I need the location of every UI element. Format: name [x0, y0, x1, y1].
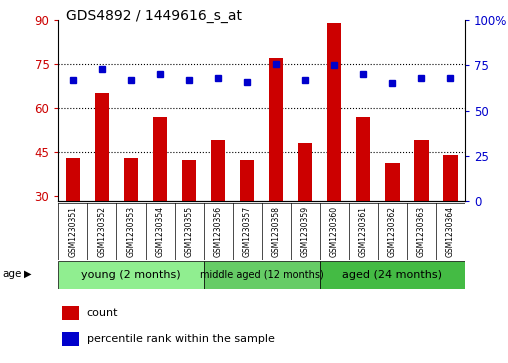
Bar — [153, 117, 167, 201]
Text: GSM1230360: GSM1230360 — [330, 206, 339, 257]
Bar — [385, 163, 399, 201]
Bar — [94, 93, 109, 201]
Text: aged (24 months): aged (24 months) — [342, 270, 442, 280]
Bar — [124, 158, 138, 201]
Text: GSM1230351: GSM1230351 — [69, 206, 77, 257]
Bar — [62, 332, 79, 346]
Text: GSM1230353: GSM1230353 — [126, 206, 136, 257]
Bar — [240, 160, 255, 201]
Text: GSM1230355: GSM1230355 — [184, 206, 194, 257]
Text: GSM1230352: GSM1230352 — [98, 206, 107, 257]
Text: ▶: ▶ — [24, 269, 32, 279]
Bar — [66, 158, 80, 201]
Text: GSM1230362: GSM1230362 — [388, 206, 397, 257]
Bar — [62, 306, 79, 320]
Text: GSM1230364: GSM1230364 — [446, 206, 455, 257]
Bar — [58, 261, 204, 289]
Bar — [204, 261, 320, 289]
Bar — [182, 160, 196, 201]
Bar — [356, 117, 370, 201]
Text: young (2 months): young (2 months) — [81, 270, 181, 280]
Bar — [327, 23, 341, 201]
Bar — [298, 143, 312, 201]
Text: GSM1230359: GSM1230359 — [301, 206, 310, 257]
Bar — [414, 140, 429, 201]
Text: percentile rank within the sample: percentile rank within the sample — [87, 334, 275, 344]
Text: count: count — [87, 308, 118, 318]
Bar — [443, 155, 458, 201]
Bar — [211, 140, 226, 201]
Text: GSM1230358: GSM1230358 — [272, 206, 280, 257]
Text: GDS4892 / 1449616_s_at: GDS4892 / 1449616_s_at — [66, 9, 242, 23]
Text: GSM1230357: GSM1230357 — [243, 206, 251, 257]
Bar — [269, 58, 283, 201]
Text: middle aged (12 months): middle aged (12 months) — [200, 270, 324, 280]
Bar — [320, 261, 465, 289]
Text: GSM1230356: GSM1230356 — [213, 206, 223, 257]
Text: GSM1230354: GSM1230354 — [155, 206, 165, 257]
Text: age: age — [3, 269, 22, 279]
Text: GSM1230363: GSM1230363 — [417, 206, 426, 257]
Text: GSM1230361: GSM1230361 — [359, 206, 368, 257]
